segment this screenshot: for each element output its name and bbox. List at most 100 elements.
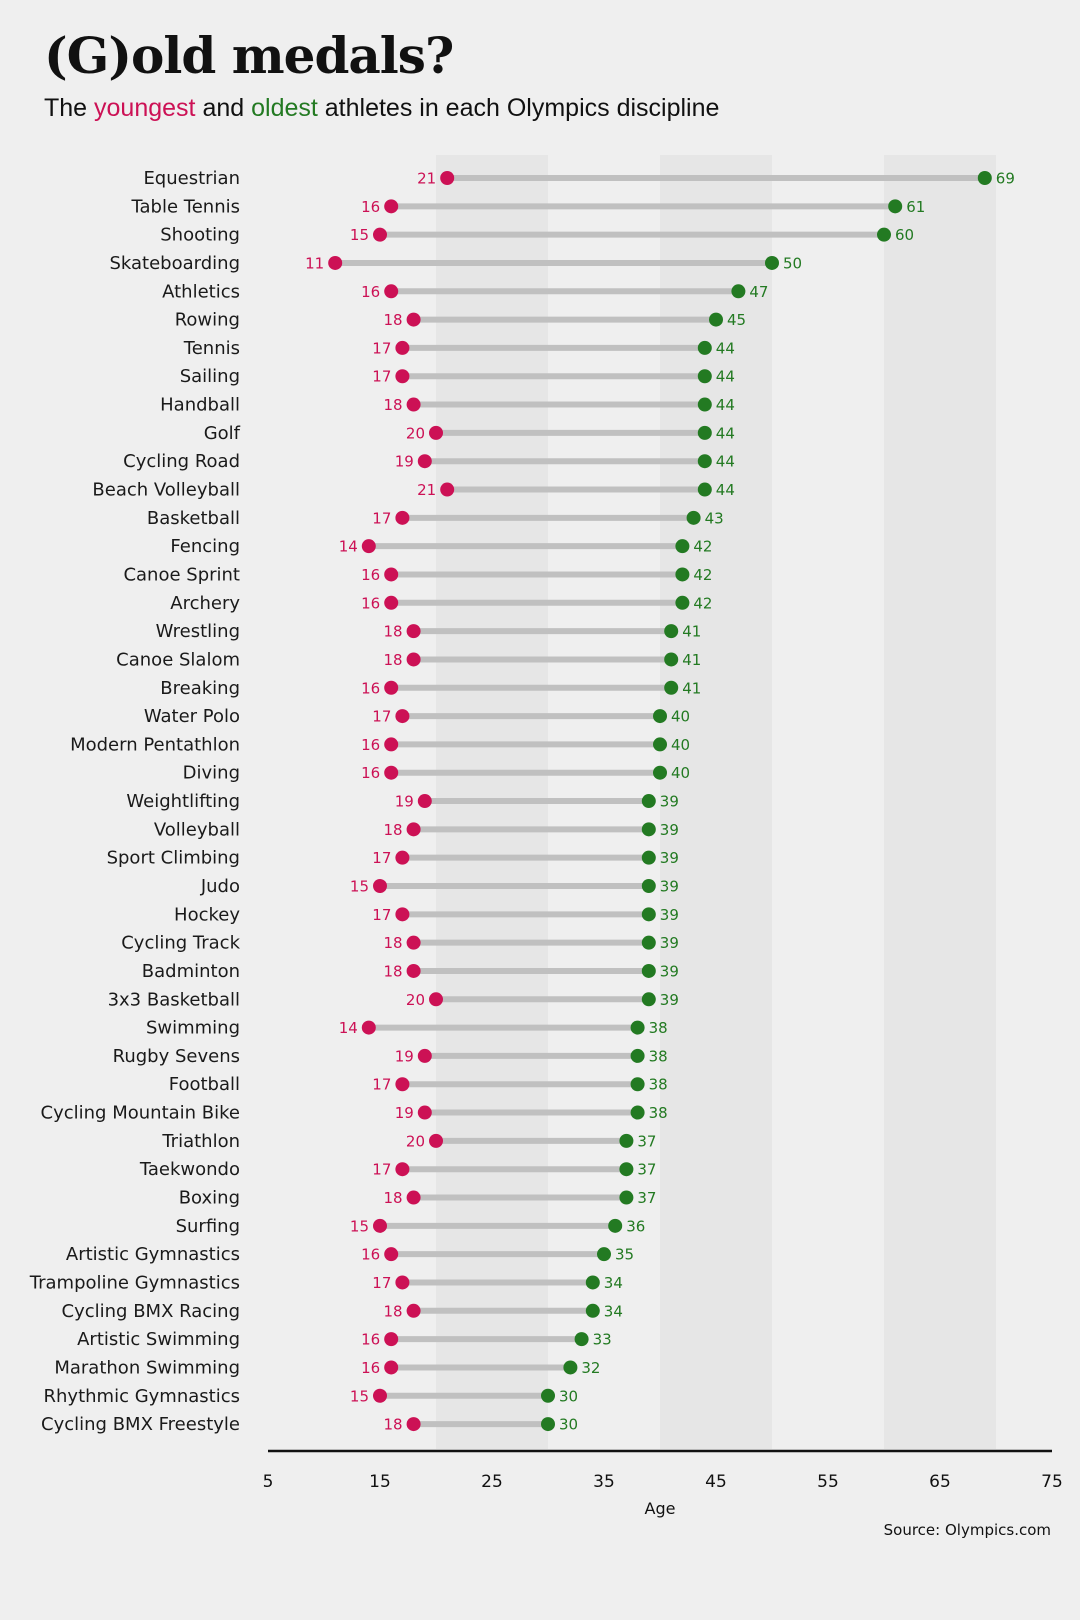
shaded-band	[660, 155, 772, 1449]
youngest-point	[429, 992, 443, 1007]
oldest-point	[686, 510, 701, 525]
chart-row: Equestrian 21 69	[143, 168, 1014, 189]
chart-row: Hockey 17 39	[174, 904, 679, 925]
category-label: Marathon Swimming	[54, 1357, 240, 1378]
chart-row: Cycling BMX Racing 18 34	[62, 1301, 623, 1322]
youngest-point	[384, 284, 399, 299]
subtitle-pre: The	[44, 94, 95, 122]
youngest-value-label: 14	[339, 538, 358, 556]
youngest-point	[384, 1247, 399, 1262]
youngest-value-label: 11	[305, 254, 324, 272]
youngest-point	[406, 312, 421, 327]
x-axis-title: Age	[645, 1499, 676, 1518]
category-label: Athletics	[162, 281, 240, 302]
oldest-point	[641, 850, 656, 865]
chart-row: Golf 20 44	[204, 423, 735, 444]
x-tick-label: 55	[817, 1472, 839, 1492]
chart-row: Athletics 16 47	[162, 281, 768, 302]
oldest-value-label: 39	[660, 793, 679, 811]
oldest-point	[888, 199, 903, 214]
youngest-point	[361, 539, 376, 554]
chart-row: Basketball 17 43	[147, 508, 724, 529]
chart-row: Sport Climbing 17 39	[107, 848, 679, 869]
youngest-value-label: 17	[372, 1274, 391, 1292]
oldest-point	[664, 680, 679, 695]
source-note: Source: Olympics.com	[884, 1521, 1051, 1539]
category-label: Tennis	[183, 338, 240, 359]
oldest-value-label: 34	[604, 1302, 623, 1320]
oldest-point	[675, 595, 690, 610]
youngest-value-label: 16	[361, 1246, 380, 1264]
youngest-point	[361, 1020, 376, 1035]
youngest-point	[373, 879, 387, 893]
youngest-point	[406, 1190, 421, 1205]
youngest-point	[406, 624, 421, 639]
chart-row: Triathlon 20 37	[161, 1131, 656, 1152]
category-label: Archery	[170, 593, 240, 614]
youngest-value-label: 20	[406, 991, 425, 1009]
chart-row: Cycling Mountain Bike 19 38	[41, 1103, 668, 1124]
youngest-point	[406, 822, 421, 837]
youngest-point	[384, 199, 399, 214]
subtitle-oldest: oldest	[251, 94, 318, 122]
category-label: Football	[169, 1074, 240, 1095]
category-label: Beach Volleyball	[92, 480, 240, 501]
category-label: Boxing	[179, 1188, 240, 1209]
youngest-value-label: 17	[372, 906, 391, 924]
youngest-value-label: 18	[384, 1189, 403, 1207]
category-label: Table Tennis	[131, 196, 240, 217]
chart-row: Canoe Sprint 16 42	[123, 564, 712, 585]
chart-rows: Equestrian 21 69 Table Tennis 16 61 Shooting 15…	[29, 168, 1015, 1435]
oldest-value-label: 39	[660, 849, 679, 867]
oldest-value-label: 35	[615, 1246, 634, 1264]
youngest-value-label: 19	[395, 793, 414, 811]
chart-row: Trampoline Gymnastics 17 34	[29, 1272, 623, 1293]
category-label: Modern Pentathlon	[70, 734, 240, 755]
chart-row: Surfing 15 36	[176, 1216, 646, 1237]
chart-row: Skateboarding 11 50	[109, 253, 802, 274]
chart-row: Wrestling 18 41	[156, 621, 702, 642]
chart-row: Diving 16 40	[183, 763, 690, 784]
oldest-value-label: 39	[660, 934, 679, 952]
subtitle-mid: and	[195, 94, 252, 122]
chart-row: Artistic Swimming 16 33	[77, 1329, 612, 1350]
oldest-point	[731, 284, 746, 299]
youngest-value-label: 18	[384, 821, 403, 839]
chart-row: Football 17 38	[169, 1074, 668, 1095]
oldest-point	[630, 1048, 645, 1063]
oldest-value-label: 30	[559, 1387, 578, 1405]
category-label: Canoe Slalom	[116, 649, 240, 670]
youngest-value-label: 18	[384, 311, 403, 329]
oldest-value-label: 39	[660, 906, 679, 924]
category-label: Judo	[200, 876, 240, 897]
youngest-point	[384, 765, 399, 780]
chart-row: Boxing 18 37	[179, 1188, 657, 1209]
youngest-value-label: 17	[372, 368, 391, 386]
oldest-value-label: 39	[660, 962, 679, 980]
category-label: Breaking	[160, 678, 240, 699]
youngest-point	[417, 454, 432, 469]
oldest-value-label: 38	[649, 1047, 668, 1065]
youngest-point	[384, 595, 399, 610]
oldest-value-label: 41	[682, 623, 701, 641]
category-label: Volleyball	[154, 819, 240, 840]
oldest-value-label: 39	[660, 991, 679, 1009]
youngest-point	[384, 737, 399, 752]
category-label: Cycling BMX Racing	[62, 1301, 240, 1322]
x-tick-label: 35	[593, 1472, 615, 1492]
youngest-value-label: 19	[395, 1047, 414, 1065]
oldest-point	[641, 794, 656, 809]
youngest-point	[384, 680, 399, 695]
chart-row: Taekwondo 17 37	[139, 1159, 657, 1180]
chart-row: Swimming 14 38	[146, 1018, 668, 1039]
x-tick-label: 5	[263, 1472, 274, 1492]
oldest-value-label: 47	[749, 283, 768, 301]
chart-row: 3x3 Basketball 20 39	[108, 989, 679, 1010]
youngest-point	[373, 1388, 387, 1403]
oldest-value-label: 40	[671, 736, 690, 754]
oldest-point	[608, 1218, 623, 1233]
category-label: Canoe Sprint	[123, 564, 240, 585]
oldest-value-label: 33	[593, 1331, 612, 1349]
youngest-point	[406, 1303, 421, 1318]
